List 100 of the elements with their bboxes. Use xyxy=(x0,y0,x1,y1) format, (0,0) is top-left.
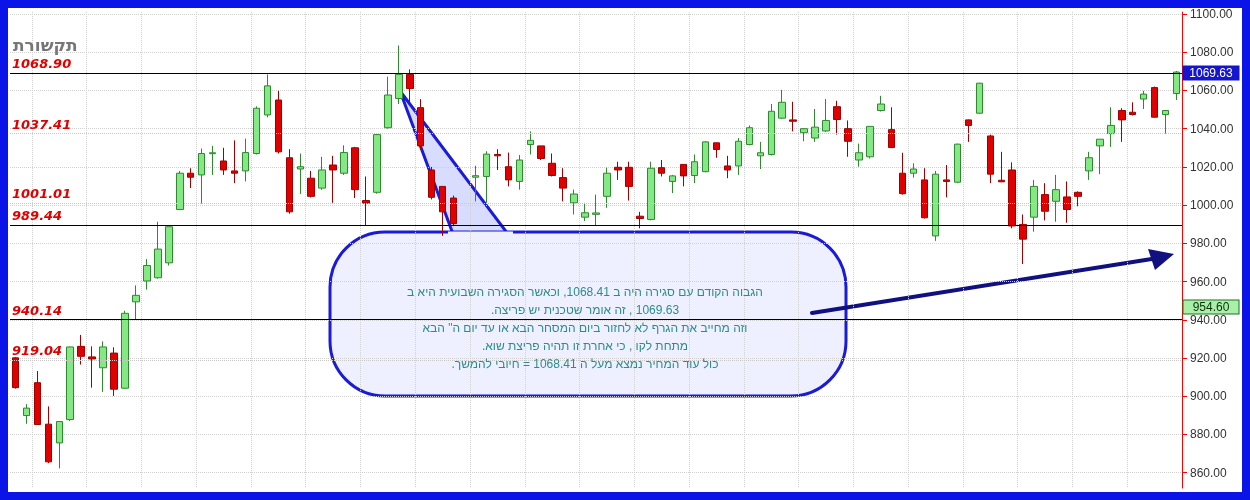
candlestick xyxy=(789,101,797,132)
candlestick xyxy=(548,153,556,177)
candlestick xyxy=(735,137,742,176)
candlestick xyxy=(559,167,567,202)
candlestick xyxy=(165,226,173,267)
candlestick xyxy=(275,90,282,155)
candlestick xyxy=(340,144,348,176)
ref-line-label: 940.14 xyxy=(12,302,63,318)
candlestick xyxy=(1173,70,1180,101)
candlestick xyxy=(209,145,216,176)
candlestick xyxy=(702,140,709,173)
y-tick-label: 1060.00 xyxy=(1190,83,1234,98)
candlestick xyxy=(362,175,370,227)
candlestick xyxy=(472,165,479,202)
candlestick xyxy=(866,125,874,159)
candlestick xyxy=(417,98,424,151)
candlestick xyxy=(527,130,534,155)
candlestick xyxy=(483,150,490,204)
candlestick xyxy=(121,310,129,390)
candlestick xyxy=(176,170,184,211)
candlestick xyxy=(537,145,545,161)
candlestick xyxy=(23,403,30,425)
candlestick xyxy=(242,138,249,182)
y-tick-label: 960.00 xyxy=(1190,274,1228,289)
annotation: הגבוה הקודם עם סגירה היה ב 1068.41, וכאשר הסגירה השבועית היא ב 1069.63 , זה אומר שטכנית יש פריצה. וזה מחייב את הגרף לא לחזור ביום המסחר הבא או עד יום ה" הבא מתחת לקו , כי אחרת זו תהיה פריצת שוא. כול עוד המחיר נמצא מעל ה 1068.41 = חיובי להמשך. xyxy=(406,284,764,373)
candlestick xyxy=(778,89,786,120)
candlestick xyxy=(99,340,107,393)
candlestick xyxy=(373,133,381,195)
candlestick xyxy=(34,370,41,426)
y-tick-label: 1100.00 xyxy=(1190,7,1233,21)
candlestick xyxy=(603,167,611,209)
candlestick xyxy=(1019,213,1027,265)
y-tick-label: 900.00 xyxy=(1190,389,1228,404)
candlestick xyxy=(384,76,392,130)
candlestick xyxy=(351,146,359,199)
candlestick xyxy=(800,127,808,142)
candlestick xyxy=(1096,138,1104,175)
candlestick xyxy=(998,151,1005,183)
candlestick xyxy=(318,156,326,191)
y-tick-label: 1080.00 xyxy=(1190,45,1234,60)
candlestick xyxy=(1140,90,1147,110)
candlestick xyxy=(307,170,315,198)
candlestick xyxy=(757,141,764,170)
candlestick xyxy=(231,139,238,184)
candlestick xyxy=(1030,179,1038,233)
candlestick xyxy=(1008,161,1016,229)
candlestick xyxy=(713,142,720,159)
candlestick xyxy=(494,148,501,171)
candlestick xyxy=(329,155,337,204)
candlestick xyxy=(658,159,665,177)
ref-line-label: 1001.01 xyxy=(12,186,72,202)
text: תקשורת xyxy=(13,35,78,55)
candlestick xyxy=(768,103,775,156)
candlestick xyxy=(505,152,512,187)
candlestick xyxy=(888,106,895,149)
candlestick xyxy=(625,161,633,202)
candlestick xyxy=(45,405,52,464)
candlestick xyxy=(1085,151,1093,181)
y-tick-label: 980.00 xyxy=(1190,236,1228,251)
candlestick xyxy=(297,153,304,195)
y-tick-label: 920.00 xyxy=(1190,351,1228,366)
candlestick xyxy=(110,346,118,397)
y-tick-label: 1040.00 xyxy=(1190,121,1234,136)
candlestick xyxy=(877,95,885,112)
candlestick xyxy=(899,152,906,196)
candlestick xyxy=(614,161,622,181)
candlestick xyxy=(406,68,414,103)
candlestick xyxy=(439,185,446,237)
candlestick xyxy=(581,202,589,222)
candlestick xyxy=(680,163,687,187)
candlestick xyxy=(132,284,140,321)
candlestick xyxy=(154,221,162,280)
candlestick xyxy=(855,143,863,168)
ref-line-label: 1037.41 xyxy=(12,116,72,132)
candlestick xyxy=(1151,86,1158,119)
candlestick xyxy=(592,194,600,226)
candlestick xyxy=(724,155,731,179)
candlestick xyxy=(636,211,644,229)
text: 1069.63 xyxy=(1189,66,1234,80)
candlestick xyxy=(976,82,983,115)
candlestick xyxy=(66,346,74,422)
candlestick xyxy=(1052,174,1060,223)
candlestick xyxy=(570,189,578,215)
candlestick xyxy=(253,105,260,155)
candlestick xyxy=(88,345,96,389)
y-tick-label: 1000.00 xyxy=(1190,198,1234,213)
candlestick xyxy=(77,334,85,366)
candlestick xyxy=(264,73,271,118)
candlestick xyxy=(1129,101,1136,116)
candlestick xyxy=(921,167,928,220)
y-tick-label: 880.00 xyxy=(1190,427,1228,442)
candlestick xyxy=(844,119,852,158)
text: 954.60 xyxy=(1192,300,1230,314)
candlestick xyxy=(286,148,293,215)
candlestick xyxy=(833,100,841,136)
candlestick xyxy=(669,174,676,194)
candlestick xyxy=(822,98,830,133)
candlestick xyxy=(220,147,227,176)
candlestick xyxy=(1074,190,1082,207)
candlestick xyxy=(187,167,194,189)
